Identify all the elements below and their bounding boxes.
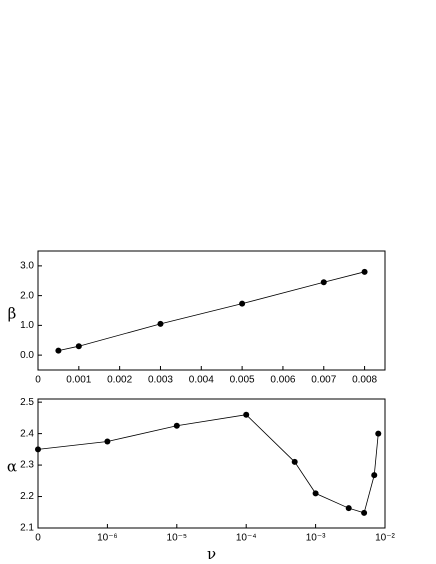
- point: [312, 490, 319, 497]
- point: [345, 505, 352, 512]
- x-tick-label: 0.001: [66, 375, 91, 386]
- x-tick-label: 0: [35, 375, 41, 386]
- point: [239, 300, 246, 307]
- x-tick-label: 10⁻³: [306, 533, 326, 544]
- x-axis-label: ν: [207, 545, 216, 563]
- x-tick-label: 10⁻⁵: [167, 533, 188, 544]
- point: [243, 411, 250, 418]
- x-tick-label: 0.008: [352, 375, 377, 386]
- y-tick-label: 2.1: [20, 523, 34, 534]
- x-tick-label: 0.006: [270, 375, 295, 386]
- point: [157, 320, 164, 327]
- y-tick-label: 2.3: [20, 460, 34, 471]
- point: [320, 279, 327, 286]
- x-tick-label: 0.004: [189, 375, 214, 386]
- y-tick-label: 3.0: [20, 261, 34, 272]
- x-tick-label: 0: [35, 533, 41, 544]
- point: [361, 268, 368, 275]
- x-tick-label: 10⁻⁶: [97, 533, 118, 544]
- point: [55, 347, 62, 354]
- y-tick-label: 2.0: [20, 290, 34, 301]
- point: [371, 472, 378, 479]
- line: [58, 271, 365, 352]
- y-tick-label: 2.4: [20, 428, 34, 439]
- y-tick-label: 0.0: [20, 350, 34, 361]
- point: [75, 343, 82, 350]
- x-tick-label: 0.002: [107, 375, 132, 386]
- x-tick-label: 10⁻²: [375, 533, 395, 544]
- x-tick-label: 0.005: [230, 375, 255, 386]
- plot-frame: [37, 398, 386, 529]
- point: [361, 509, 368, 516]
- x-tick-label: 10⁻⁴: [236, 533, 257, 544]
- y-tick-label: 2.2: [20, 491, 34, 502]
- point: [104, 438, 111, 445]
- y-axis-label: α: [7, 458, 17, 476]
- point: [375, 430, 382, 437]
- plot-frame: [37, 250, 386, 371]
- point: [173, 422, 180, 429]
- line: [37, 414, 379, 514]
- y-tick-label: 2.5: [20, 397, 34, 408]
- x-tick-label: 0.003: [148, 375, 173, 386]
- x-tick-label: 0.007: [311, 375, 336, 386]
- point: [35, 446, 41, 453]
- y-axis-label: β: [8, 305, 17, 323]
- y-tick-label: 1.0: [20, 320, 34, 331]
- point: [291, 458, 298, 465]
